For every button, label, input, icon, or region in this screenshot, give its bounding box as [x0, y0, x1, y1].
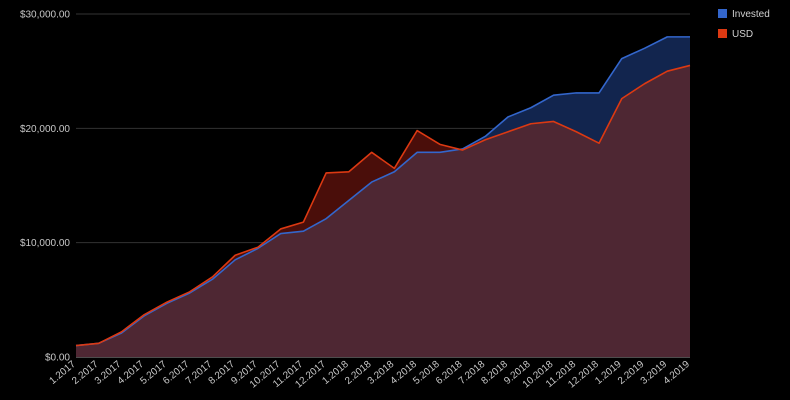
y-axis: $0.00 $10,000.00 $20,000.00 $30,000.00: [20, 10, 70, 364]
legend: Invested USD: [718, 9, 770, 40]
y-tick-label-3: $30,000.00: [20, 10, 70, 21]
legend-label-usd: USD: [732, 29, 753, 40]
line-invested: [75, 36, 690, 347]
series-lines: [75, 36, 691, 347]
y-tick-label-0: $0.00: [45, 353, 70, 364]
line-usd: [75, 64, 691, 347]
y-tick-label-2: $20,000.00: [20, 124, 70, 135]
series-areas: [76, 36, 690, 358]
legend-label-invested: Invested: [732, 9, 770, 20]
y-tick-label-1: $10,000.00: [20, 238, 70, 249]
area-overlap: [76, 65, 690, 357]
x-axis: 1.20172.20173.20174.20175.20176.20177.20…: [47, 359, 692, 391]
legend-swatch-usd: [718, 29, 727, 38]
legend-swatch-invested: [718, 9, 727, 18]
x-tick-label-27: 4.2019: [661, 359, 692, 387]
